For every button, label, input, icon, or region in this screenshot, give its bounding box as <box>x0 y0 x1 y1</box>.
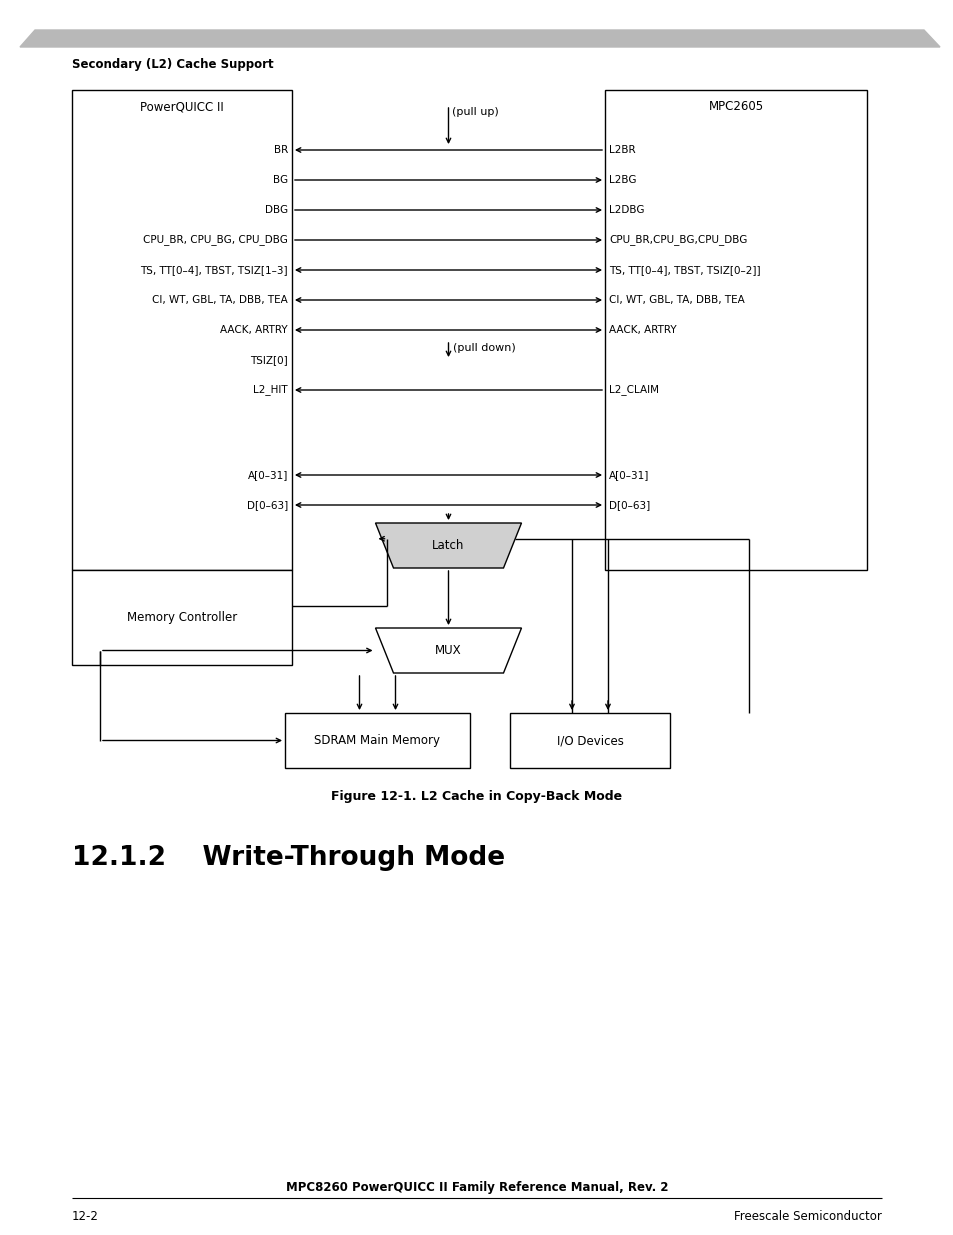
Text: D[0–63]: D[0–63] <box>247 500 288 510</box>
Text: MPC8260 PowerQUICC II Family Reference Manual, Rev. 2: MPC8260 PowerQUICC II Family Reference M… <box>286 1181 667 1194</box>
Bar <box>71 571 292 664</box>
Text: BR: BR <box>274 144 288 156</box>
Text: MUX: MUX <box>435 643 461 657</box>
Text: TSIZ[0]: TSIZ[0] <box>250 354 288 366</box>
Bar <box>71 90 292 571</box>
Text: Latch: Latch <box>432 538 464 552</box>
Text: Figure 12-1. L2 Cache in Copy-Back Mode: Figure 12-1. L2 Cache in Copy-Back Mode <box>331 790 622 803</box>
Polygon shape <box>20 30 939 47</box>
Text: BG: BG <box>273 175 288 185</box>
Text: SDRAM Main Memory: SDRAM Main Memory <box>314 734 440 747</box>
Polygon shape <box>375 522 521 568</box>
Bar <box>285 713 470 768</box>
Text: A[0–31]: A[0–31] <box>248 471 288 480</box>
Text: 12.1.2    Write-Through Mode: 12.1.2 Write-Through Mode <box>71 845 504 871</box>
Text: TS, TT[0–4], TBST, TSIZ[0–2]]: TS, TT[0–4], TBST, TSIZ[0–2]] <box>608 266 760 275</box>
Text: L2_HIT: L2_HIT <box>253 384 288 395</box>
Text: CPU_BR, CPU_BG, CPU_DBG: CPU_BR, CPU_BG, CPU_DBG <box>143 235 288 246</box>
Text: DBG: DBG <box>265 205 288 215</box>
Text: D[0–63]: D[0–63] <box>608 500 650 510</box>
Text: AACK, ARTRY: AACK, ARTRY <box>608 325 676 335</box>
Text: PowerQUICC II: PowerQUICC II <box>140 100 224 112</box>
Text: CPU_BR,CPU_BG,CPU_DBG: CPU_BR,CPU_BG,CPU_DBG <box>608 235 746 246</box>
Bar <box>510 713 669 768</box>
Text: L2BR: L2BR <box>608 144 635 156</box>
Polygon shape <box>375 629 521 673</box>
Text: Memory Controller: Memory Controller <box>127 611 237 624</box>
Text: Freescale Semiconductor: Freescale Semiconductor <box>734 1210 882 1223</box>
Text: L2DBG: L2DBG <box>608 205 644 215</box>
Text: (pull up): (pull up) <box>452 107 498 117</box>
Text: 12-2: 12-2 <box>71 1210 99 1223</box>
Text: L2_CLAIM: L2_CLAIM <box>608 384 659 395</box>
Text: MPC2605: MPC2605 <box>708 100 762 112</box>
Text: Secondary (L2) Cache Support: Secondary (L2) Cache Support <box>71 58 274 70</box>
Text: I/O Devices: I/O Devices <box>556 734 622 747</box>
Text: TS, TT[0–4], TBST, TSIZ[1–3]: TS, TT[0–4], TBST, TSIZ[1–3] <box>140 266 288 275</box>
Text: (pull down): (pull down) <box>453 343 516 353</box>
Text: CI, WT, GBL, TA, DBB, TEA: CI, WT, GBL, TA, DBB, TEA <box>608 295 744 305</box>
Text: AACK, ARTRY: AACK, ARTRY <box>220 325 288 335</box>
Bar <box>604 90 866 571</box>
Text: CI, WT, GBL, TA, DBB, TEA: CI, WT, GBL, TA, DBB, TEA <box>152 295 288 305</box>
Text: L2BG: L2BG <box>608 175 636 185</box>
Text: A[0–31]: A[0–31] <box>608 471 649 480</box>
